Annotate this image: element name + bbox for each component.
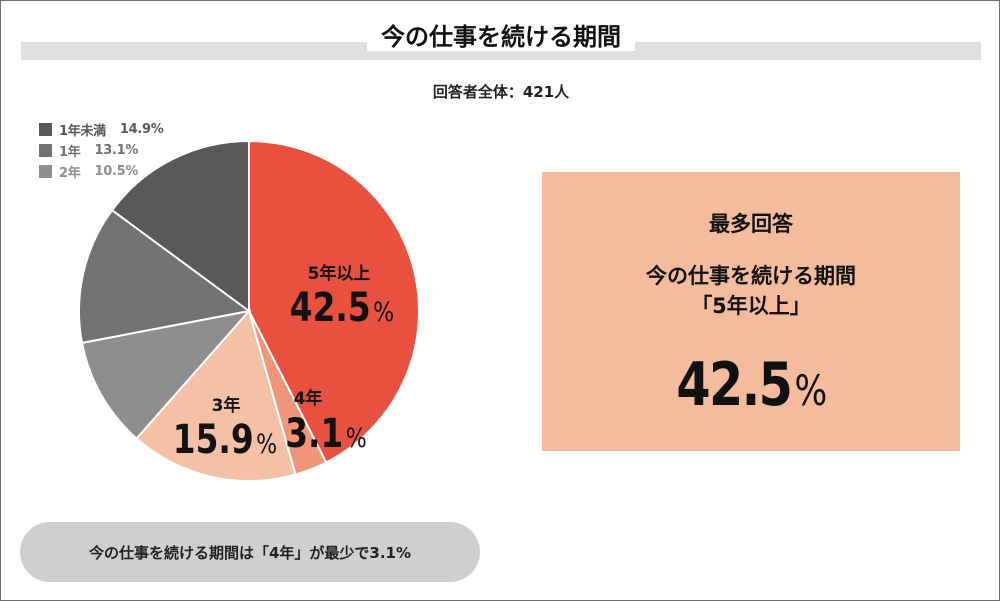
most-answer-unit: %: [794, 366, 828, 415]
legend-swatch: [39, 144, 52, 157]
legend-pct: 10.5%: [94, 164, 139, 179]
most-answer-value: 42.5%: [580, 350, 923, 420]
chart-title: 今の仕事を続ける期間: [1, 17, 999, 52]
summary-pill: 今の仕事を続ける期間は「4年」が最少で3.1%: [20, 522, 480, 582]
legend-label: 1年未満: [59, 124, 106, 139]
legend-pct: 13.1%: [94, 143, 139, 158]
slice-category-label: 4年: [294, 388, 323, 409]
pie-slice: [110, 139, 250, 313]
summary-text: 今の仕事を続ける期間は「4年」が最少で3.1%: [88, 543, 412, 562]
pie-slice: [248, 139, 420, 464]
legend-pct: 14.9%: [119, 122, 164, 137]
legend-item: 2年 10.5%: [39, 161, 163, 182]
title-band: [21, 42, 981, 60]
most-answer-heading: 最多回答: [709, 212, 793, 236]
pie-slice: [78, 208, 252, 345]
most-answer-number: 42.5: [676, 350, 792, 420]
slice-category-label: 3年: [212, 395, 241, 416]
legend-label: 1年: [59, 145, 81, 160]
respondent-count: 回答者全体：421人: [432, 83, 570, 101]
most-answer-title: 今の仕事を続ける期間: [646, 264, 856, 288]
legend-item: 1年 13.1%: [39, 140, 163, 161]
chart-title-text: 今の仕事を続ける期間: [367, 23, 635, 51]
pie-slice: [80, 309, 252, 440]
pie-slice: [135, 308, 297, 482]
legend: 1年未満 14.9% 1年 13.1% 2年 10.5%: [39, 119, 164, 182]
most-answer-category: 「5年以上」: [691, 294, 811, 318]
legend-swatch: [39, 123, 52, 136]
most-answer-box: 最多回答 今の仕事を続ける期間 「5年以上」 42.5%: [542, 172, 960, 451]
legend-swatch: [39, 165, 52, 178]
legend-item: 1年未満 14.9%: [39, 119, 164, 140]
legend-label: 2年: [59, 166, 81, 181]
slice-category-label: 5年以上: [308, 263, 371, 284]
